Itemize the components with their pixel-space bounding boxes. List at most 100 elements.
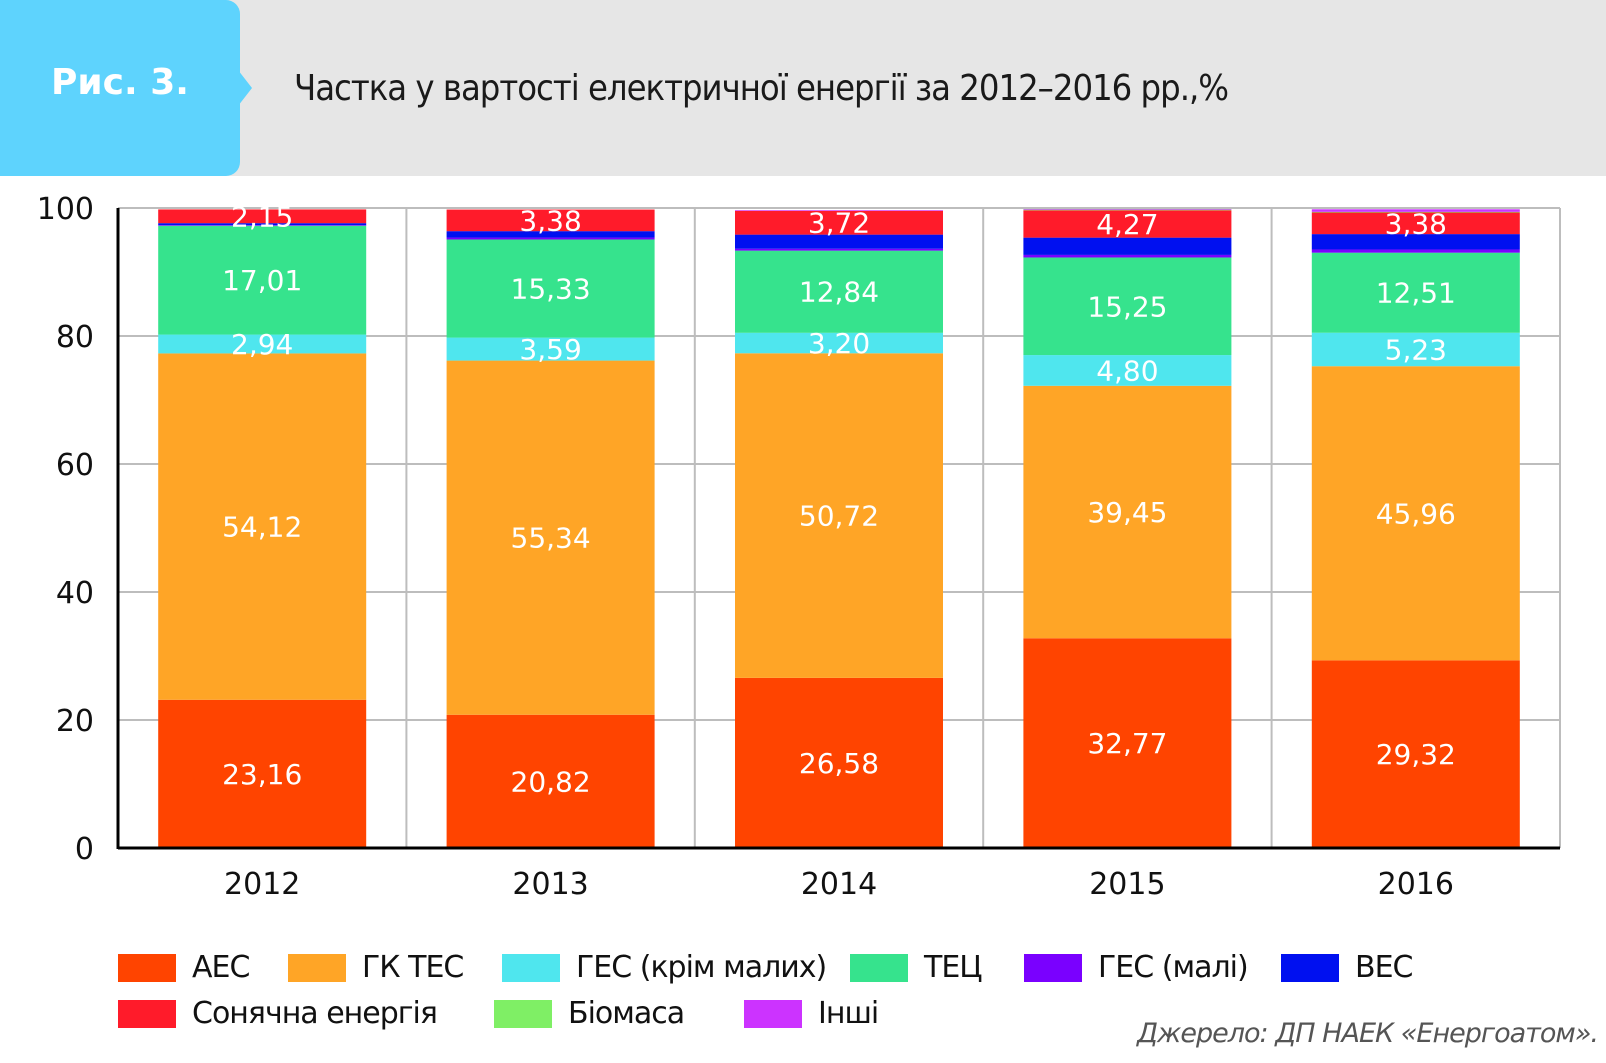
data-label: 2,15: [231, 200, 293, 233]
legend-swatch: [744, 999, 802, 1028]
data-label: 29,32: [1376, 738, 1456, 771]
data-label: 26,58: [799, 747, 879, 780]
legend-swatch: [502, 953, 560, 982]
x-tick-label: 2013: [512, 867, 588, 902]
legend-label: Біомаса: [568, 996, 685, 1031]
data-label: 3,38: [1385, 207, 1447, 240]
legend-label: ГЕС (крім малих): [576, 950, 827, 985]
data-label: 17,01: [222, 264, 302, 297]
bar-segment: [735, 210, 943, 235]
legend-item: ГЕС (крім малих): [502, 950, 827, 985]
bar-segment: [446, 360, 655, 715]
data-label: 55,34: [511, 522, 591, 555]
legend-label: Сонячна енергія: [192, 996, 438, 1031]
bar-segment: [735, 332, 943, 354]
x-tick-label: 2012: [224, 867, 300, 902]
data-label: 3,20: [808, 327, 870, 360]
bar-segment: [158, 353, 367, 700]
legend-swatch: [288, 953, 346, 982]
axes: 0 20 40 60 80 100 2012 2013 2014 2015 2016: [37, 192, 1560, 902]
bar-segment: [735, 210, 943, 211]
x-tick-label: 2014: [801, 867, 877, 902]
bar-segment: [1311, 252, 1520, 333]
data-label: 3,59: [519, 333, 581, 366]
bar-segment: [1023, 237, 1232, 255]
bars: [158, 209, 1520, 848]
data-label: 15,33: [511, 273, 591, 306]
legend-item: ТЕЦ: [850, 950, 983, 985]
bar-segment: [158, 334, 367, 354]
data-label: 50,72: [799, 500, 879, 533]
legend-swatch: [1281, 953, 1339, 982]
data-label: 12,51: [1376, 277, 1456, 310]
legend-label: ВЕС: [1355, 950, 1413, 985]
legend-swatch: [118, 953, 176, 982]
bar-segment: [735, 248, 943, 251]
bar-segment: [1311, 332, 1520, 367]
bar-segment: [158, 225, 367, 226]
legend-item: АЕС: [118, 950, 250, 985]
data-label: 32,77: [1087, 727, 1167, 760]
bar-segment: [735, 353, 943, 678]
figure-badge: Рис. 3.: [0, 0, 240, 176]
legend-item: ГЕС (малі): [1024, 950, 1249, 985]
chart-title: Частка у вартості електричної енергії за…: [294, 68, 1229, 109]
bar-segment: [446, 231, 655, 238]
data-labels: 23,16 54,12 2,94 17,01 2,15 20,82 55,34 3,59 15,…: [222, 200, 1456, 798]
bar-segment: [735, 250, 943, 333]
bar-segment: [1311, 212, 1520, 235]
y-tick-label: 40: [56, 576, 94, 611]
legend-item: ВЕС: [1281, 950, 1413, 985]
data-label: 3,72: [808, 207, 870, 240]
legend-label: ГЕС (малі): [1098, 950, 1249, 985]
source-note: Джерело: ДП НАЕК «Енергоатом».: [1136, 1018, 1599, 1049]
legend-label: ГК ТЕС: [362, 950, 464, 985]
bar-segment: [1023, 210, 1232, 238]
y-tick-label: 100: [37, 192, 94, 227]
data-label: 12,84: [799, 276, 879, 309]
x-tick-label: 2015: [1089, 867, 1165, 902]
data-label: 54,12: [222, 511, 302, 544]
bar-segment: [1311, 211, 1520, 213]
bar-segment: [1311, 366, 1520, 661]
stacked-bar-chart: 0 20 40 60 80 100 2012 2013 2014 2015 2016 23,16 54…: [37, 192, 1561, 902]
legend-item: Інші: [744, 996, 879, 1031]
figure-header: Рис. 3. Частка у вартості електричної ен…: [0, 0, 1606, 176]
bar-segment: [1023, 385, 1232, 639]
legend-item: ГК ТЕС: [288, 950, 464, 985]
legend-swatch: [850, 953, 908, 982]
bar-segment: [1023, 257, 1232, 356]
bar-segment: [1023, 209, 1232, 210]
legend-swatch: [1024, 953, 1082, 982]
x-tick-label: 2016: [1378, 867, 1454, 902]
data-label: 4,27: [1096, 208, 1158, 241]
bar-segment: [1311, 660, 1520, 848]
data-label: 2,94: [231, 328, 293, 361]
data-label: 4,80: [1096, 354, 1158, 387]
bar-segment: [735, 677, 943, 848]
figure-label: Рис. 3.: [51, 62, 189, 103]
bar-segment: [1023, 355, 1232, 386]
data-label: 15,25: [1087, 290, 1167, 323]
data-label: 45,96: [1376, 497, 1456, 530]
legend-label: Інші: [818, 996, 879, 1031]
bar-segment: [1023, 209, 1232, 211]
bar-segment: [1311, 209, 1520, 212]
y-tick-label: 60: [56, 448, 94, 483]
bar-segment: [446, 337, 655, 361]
data-label: 39,45: [1087, 496, 1167, 529]
data-label: 23,16: [222, 758, 302, 791]
data-label: 5,23: [1385, 333, 1447, 366]
bar-segment: [1311, 234, 1520, 250]
data-label: 3,38: [519, 204, 581, 237]
bar-segment: [735, 234, 943, 249]
legend-item: Біомаса: [494, 996, 685, 1031]
bar-segment: [158, 209, 367, 224]
bar-segment: [158, 223, 367, 226]
badge-arrow-icon: [238, 70, 252, 106]
bar-segment: [1023, 254, 1232, 258]
y-tick-label: 20: [56, 704, 94, 739]
y-tick-label: 80: [56, 320, 94, 355]
y-tick-label: 0: [75, 832, 94, 867]
bar-segment: [446, 239, 655, 338]
